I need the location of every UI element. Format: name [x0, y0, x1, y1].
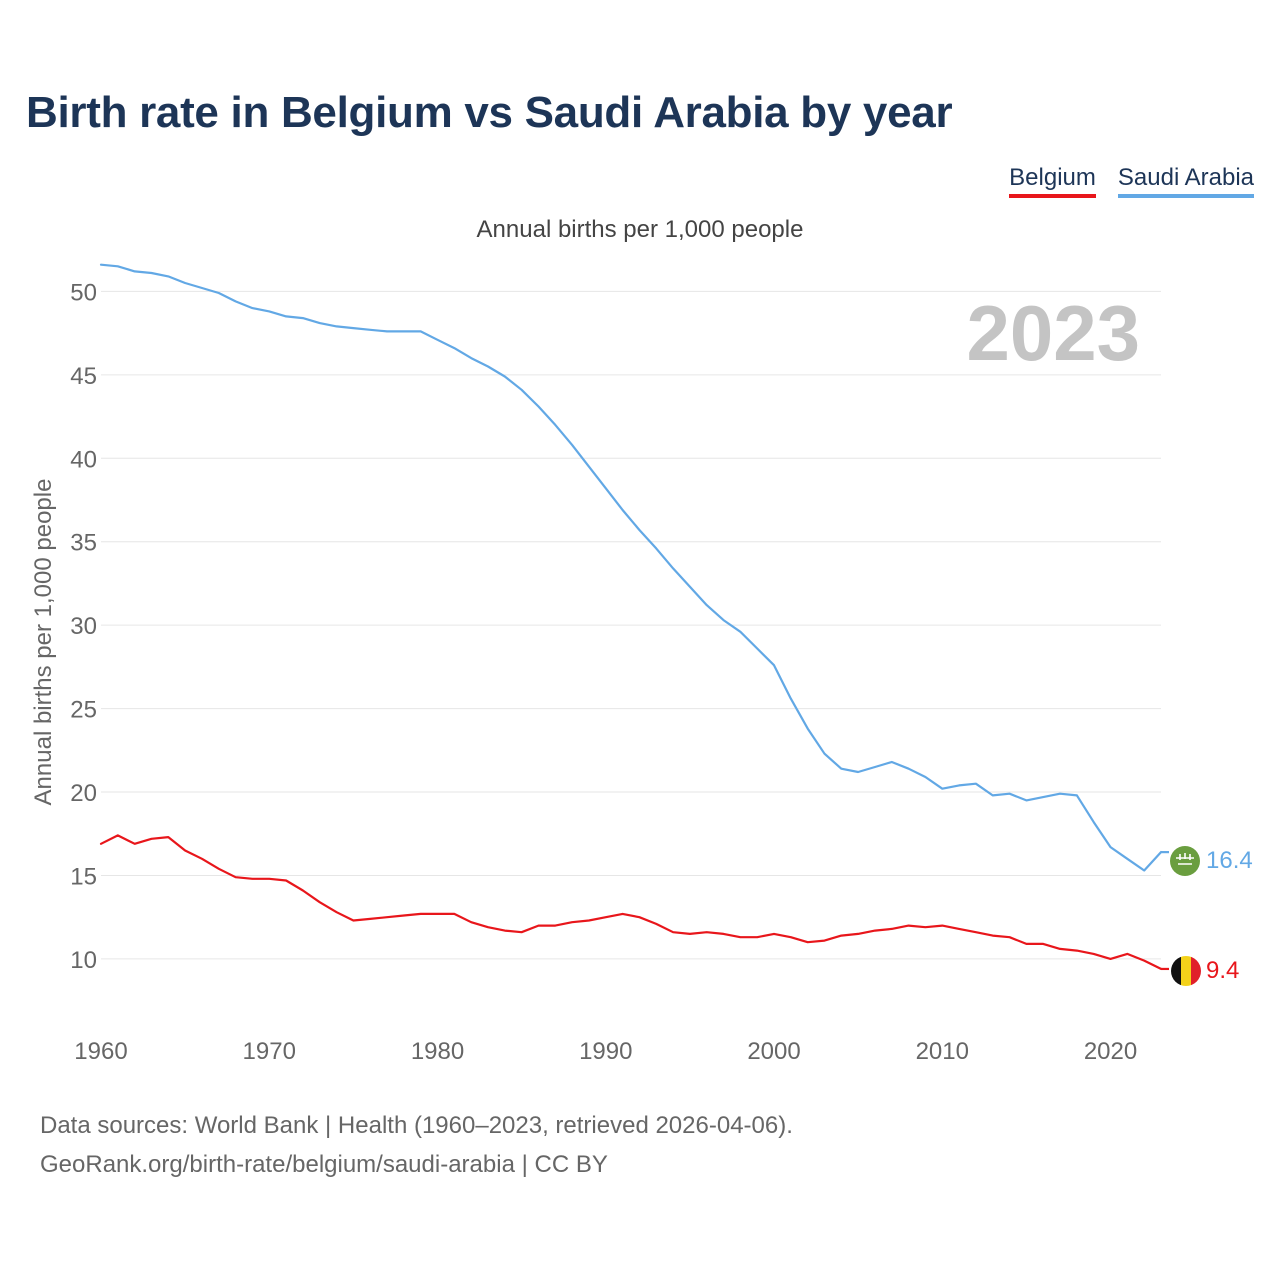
- series-endpoints: 16.4 9.4: [1170, 846, 1253, 986]
- chart-legend: Belgium Saudi Arabia: [1009, 164, 1254, 198]
- x-tick-label: 1960: [74, 1038, 127, 1065]
- saudi-arabia-end-label: 16.4: [1206, 847, 1253, 874]
- y-tick-label: 40: [70, 446, 97, 473]
- y-axis-ticks: 10 15 20 25 30 35 40 45 50: [70, 279, 97, 974]
- gridlines: [101, 290, 1161, 960]
- chart-subtitle: Annual births per 1,000 people: [476, 216, 804, 243]
- series-line-belgium[interactable]: [99, 834, 1163, 971]
- x-tick-label: 1970: [243, 1038, 296, 1065]
- footer-sources: Data sources: World Bank | Health (1960–…: [40, 1106, 793, 1184]
- x-tick-label: 2000: [747, 1038, 800, 1065]
- y-axis-label: Annual births per 1,000 people: [30, 479, 57, 806]
- y-tick-label: 25: [70, 697, 97, 724]
- x-tick-label: 1990: [579, 1038, 632, 1065]
- belgium-flag-icon: [1171, 956, 1201, 986]
- footer-source-line: Data sources: World Bank | Health (1960–…: [40, 1112, 793, 1139]
- page-title: Birth rate in Belgium vs Saudi Arabia by…: [26, 88, 953, 137]
- y-tick-label: 15: [70, 863, 97, 890]
- belgium-end-label: 9.4: [1206, 957, 1239, 984]
- y-tick-label: 20: [70, 780, 97, 807]
- legend-item-belgium[interactable]: Belgium: [1009, 164, 1096, 198]
- x-tick-label: 2010: [916, 1038, 969, 1065]
- footer-link-line[interactable]: GeoRank.org/birth-rate/belgium/saudi-ara…: [40, 1151, 608, 1178]
- y-tick-label: 35: [70, 530, 97, 557]
- saudi-arabia-flag-icon: [1170, 846, 1200, 876]
- y-tick-label: 10: [70, 947, 97, 974]
- x-tick-label: 2020: [1084, 1038, 1137, 1065]
- series-line-saudi-arabia[interactable]: [99, 263, 1163, 872]
- x-tick-label: 1980: [411, 1038, 464, 1065]
- y-tick-label: 30: [70, 613, 97, 640]
- x-axis-ticks: 1960 1970 1980 1990 2000 2010 2020: [74, 1038, 1137, 1065]
- year-watermark: 2023: [966, 289, 1140, 377]
- series-lines: [99, 263, 1169, 971]
- y-tick-label: 45: [70, 363, 97, 390]
- y-tick-label: 50: [70, 279, 97, 306]
- legend-item-saudi-arabia[interactable]: Saudi Arabia: [1117, 164, 1254, 198]
